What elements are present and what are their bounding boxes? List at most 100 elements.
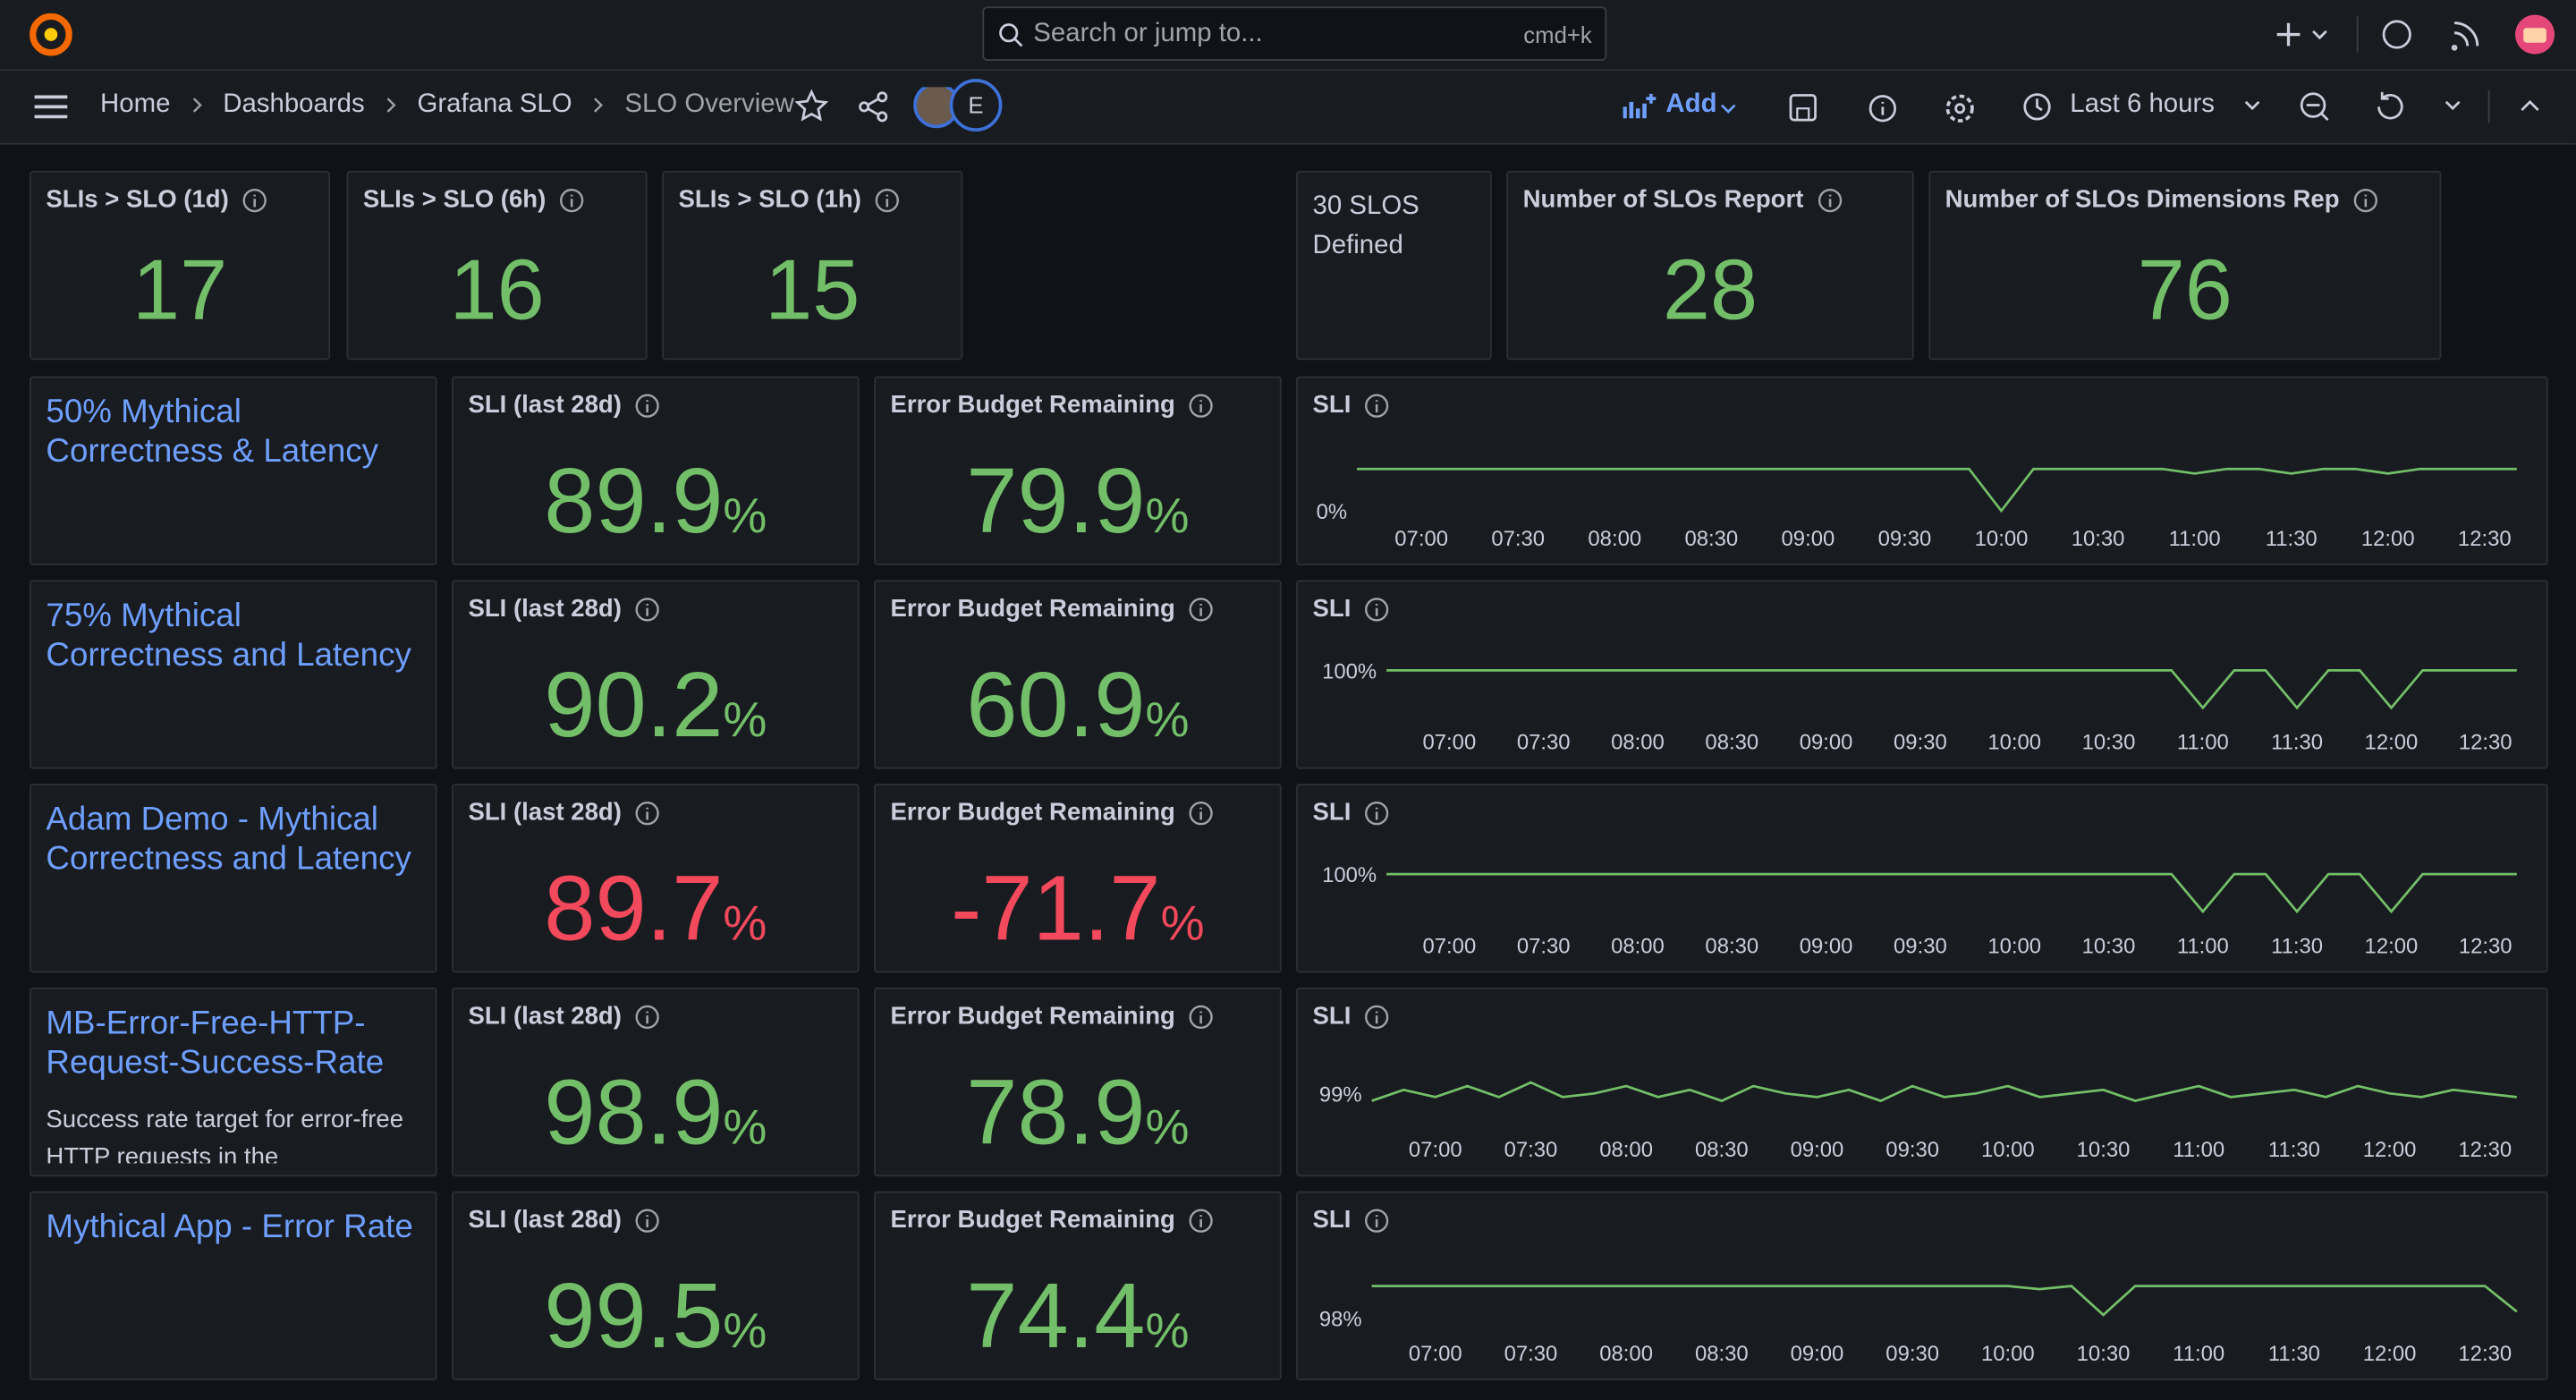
info-circle — [1365, 801, 1389, 825]
panel-title-text: SLI — [1312, 1206, 1352, 1235]
x-tick-label: 12:00 — [2365, 934, 2419, 958]
panel-title-text: SLI — [1312, 1002, 1352, 1031]
info-icon — [1818, 188, 1842, 212]
panel-title-text: Number of SLOs Dimensions Rep — [1945, 185, 2340, 214]
stat-unit: % — [1145, 693, 1190, 748]
info-icon — [1365, 393, 1389, 417]
add-button[interactable]: Add — [1665, 90, 1717, 119]
x-tick-label: 11:00 — [2177, 731, 2229, 755]
x-tick-label: 12:30 — [2458, 527, 2512, 551]
x-tick-label: 12:30 — [2459, 731, 2512, 755]
avatar[interactable]: E — [949, 79, 1003, 132]
info-icon — [636, 597, 660, 621]
stat-unit: % — [723, 896, 767, 952]
toolbar-icons[interactable] — [1718, 94, 2014, 123]
x-tick-label: 10:30 — [2072, 527, 2125, 551]
sli-panel: SLI (last 28d) 89.7% — [452, 784, 860, 973]
x-tick-label: 08:00 — [1599, 1342, 1653, 1366]
info-icon — [1190, 801, 1214, 825]
x-tick-label: 12:30 — [2458, 1342, 2512, 1366]
x-tick-label: 07:00 — [1409, 1138, 1462, 1162]
x-tick-label: 09:00 — [1800, 934, 1853, 958]
stat-value: 74.4 — [966, 1263, 1146, 1368]
slo-name-panel: 75% Mythical Correctness and Latency — [30, 580, 437, 769]
x-tick-label: 10:00 — [1981, 1138, 2035, 1162]
panel-title: SLIs > SLO (1h) — [679, 186, 901, 214]
sli-panel: SLI (last 28d) 98.9% — [452, 987, 860, 1177]
panel-title: SLI — [1313, 391, 1391, 419]
x-tick-label: 09:00 — [1791, 1342, 1844, 1366]
logo[interactable] — [30, 13, 72, 56]
panel-title-text: SLI — [1312, 391, 1352, 420]
stat-value: 79.9 — [966, 448, 1146, 553]
x-tick-label: 12:00 — [2363, 1138, 2417, 1162]
stat-value: 17 — [131, 242, 228, 339]
panel-title: SLI (last 28d) — [468, 391, 661, 419]
stat-value: 28 — [1662, 242, 1758, 339]
stat-value-wrap: 90.2% — [453, 650, 858, 757]
panel-title: SLI (last 28d) — [468, 799, 661, 827]
text-line: Defined — [1312, 231, 1403, 260]
info-circle — [2353, 188, 2378, 212]
x-tick-label: 10:00 — [1987, 731, 2041, 755]
info-icon — [1365, 1004, 1389, 1029]
stat-value: 99.5 — [544, 1263, 724, 1368]
search-icon — [999, 23, 1023, 47]
panel-title: SLI (last 28d) — [468, 595, 661, 623]
budget-panel: Error Budget Remaining -71.7% — [874, 784, 1282, 973]
info-circle — [1365, 597, 1389, 621]
menu-icon[interactable] — [33, 92, 69, 122]
panel-title-text: Number of SLOs Report — [1522, 185, 1804, 214]
slo-name-panel: MB-Error-Free-HTTP-Request-Success-Rate S… — [30, 987, 437, 1177]
x-tick-label: 07:00 — [1394, 527, 1448, 551]
x-tick-label: 09:30 — [1894, 934, 1947, 958]
x-tick-label: 10:00 — [1975, 527, 2029, 551]
breadcrumb[interactable]: Home — [100, 90, 171, 119]
slo-name[interactable]: 50% Mythical Correctness & Latency — [46, 394, 379, 471]
info-circle — [243, 188, 267, 212]
info-circle — [1190, 1004, 1214, 1029]
stat-panel: SLIs > SLO (1d) 17 — [30, 171, 331, 361]
slo-name[interactable]: Adam Demo - Mythical Correctness and Lat… — [46, 802, 411, 878]
info-circle — [876, 188, 900, 212]
y-tick-label: 0% — [1317, 500, 1347, 524]
budget-panel: Error Budget Remaining 60.9% — [874, 580, 1282, 769]
search-shortcut: cmd+k — [1523, 21, 1592, 48]
top-icons[interactable] — [2267, 13, 2563, 56]
stat-value-wrap: 78.9% — [876, 1058, 1280, 1165]
panel-title-text: SLI — [1312, 798, 1352, 827]
search-box[interactable]: Search or jump to... cmd+k — [982, 6, 1607, 61]
panel-title-text: Error Budget Remaining — [890, 594, 1175, 624]
slo-name[interactable]: Mythical App - Error Rate — [46, 1209, 413, 1246]
sli-line — [1357, 467, 2517, 513]
chart-panel: 0% 07:00 07:30 08:00 08:30 09:00 09:30 10:00 10:… — [1296, 376, 2548, 565]
panel-title: SLI — [1312, 1002, 1391, 1031]
sparkline: 99% 07:00 07:30 08:00 08:30 09:00 09:30 10:00 10… — [1319, 1081, 2517, 1162]
slo-name[interactable]: 75% Mythical Correctness and Latency — [46, 598, 411, 675]
info-icon — [636, 1208, 660, 1232]
x-tick-label: 07:00 — [1423, 731, 1477, 755]
info-circle — [636, 597, 660, 621]
text-line: 30 SLOS — [1312, 191, 1419, 221]
breadcrumb-separator — [594, 98, 604, 113]
x-tick-label: 10:00 — [1981, 1342, 2035, 1366]
slo-name[interactable]: MB-Error-Free-HTTP-Request-Success-Rate — [46, 1005, 385, 1082]
time-range[interactable]: Last 6 hours — [2070, 90, 2215, 119]
x-tick-label: 10:30 — [2077, 1138, 2131, 1162]
budget-panel: Error Budget Remaining 79.9% — [874, 376, 1282, 565]
sli-line — [1371, 1081, 2517, 1103]
info-circle — [636, 1004, 660, 1029]
breadcrumb[interactable]: Grafana SLO — [417, 90, 572, 119]
panel-title-text: SLI (last 28d) — [468, 391, 622, 420]
x-tick-label: 07:30 — [1517, 731, 1571, 755]
breadcrumb[interactable]: Dashboards — [223, 90, 365, 119]
y-tick-label: 99% — [1319, 1083, 1362, 1107]
x-tick-label: 08:00 — [1588, 527, 1641, 551]
x-tick-label: 11:00 — [2173, 1138, 2224, 1162]
add-icon — [1623, 93, 1657, 119]
time-icons[interactable] — [2241, 90, 2553, 123]
panel-title: Number of SLOs Dimensions Rep — [1945, 186, 2379, 214]
panel-title: Error Budget Remaining — [890, 1002, 1214, 1031]
sparkline: 100% 07:00 07:30 08:00 08:30 09:00 09:30 10:00 1… — [1322, 863, 2517, 958]
